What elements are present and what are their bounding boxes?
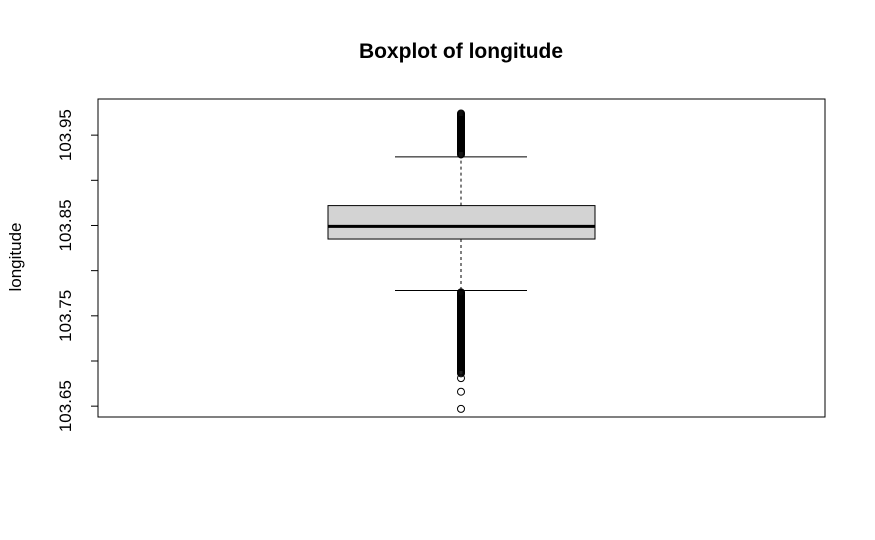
y-tick-label: 103.75 [56,290,75,342]
chart-title: Boxplot of longitude [359,40,563,63]
iqr-box [327,205,596,240]
y-tick-label: 103.65 [56,380,75,432]
y-axis: 103.65 103.75 103.85 103.95 [56,109,99,432]
y-tick-label: 103.85 [56,199,75,251]
y-tick-label: 103.95 [56,109,75,161]
outlier-point [457,374,465,383]
boxplot-group [327,156,596,292]
outlier-point-lower [457,369,465,378]
outlier-points [457,109,465,413]
outlier-point-upper [457,150,465,159]
y-axis-label: longitude [6,222,25,291]
outlier-point [457,404,465,413]
outlier-point [457,387,465,396]
